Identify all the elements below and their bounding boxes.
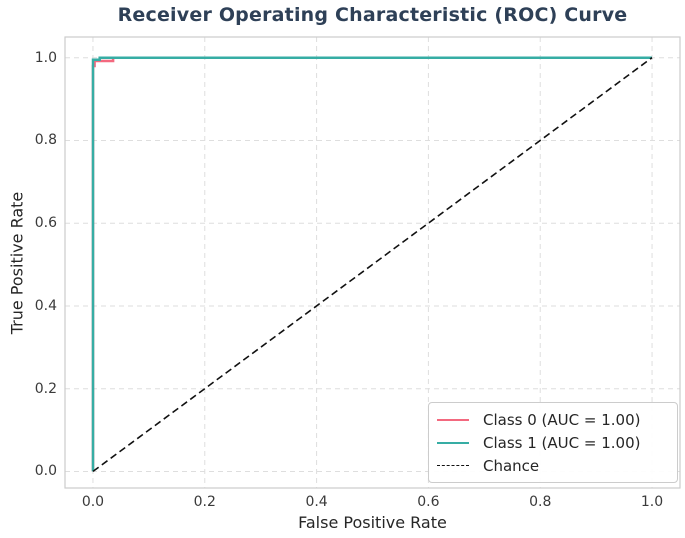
chart-title: Receiver Operating Characteristic (ROC) …: [117, 4, 628, 26]
x-tick-label-0: 0.0: [81, 494, 105, 510]
legend-row-chance: Chance: [437, 457, 667, 475]
y-axis-label: True Positive Rate: [7, 191, 27, 335]
y-tick-label-4: 0.8: [34, 132, 57, 149]
legend-line-sample-class-0-icon: [437, 418, 469, 421]
x-tick-label-4: 0.8: [529, 494, 552, 510]
y-tick-label-2: 0.4: [34, 297, 57, 314]
y-tick-label-0: 0.0: [34, 463, 57, 480]
x-tick-label-5: 1.0: [640, 494, 664, 510]
x-tick-label-3: 0.6: [417, 494, 440, 510]
legend-row-class-0: Class 0 (AUC = 1.00): [437, 411, 667, 429]
legend-label-class-1: Class 1 (AUC = 1.00): [483, 433, 641, 452]
axes-spines: [64, 36, 681, 489]
series-line-2: [92, 57, 653, 473]
x-tick-label-1: 0.2: [193, 494, 216, 510]
legend: Class 0 (AUC = 1.00) Class 1 (AUC = 1.00…: [428, 402, 678, 483]
y-tick-label-1: 0.2: [34, 380, 57, 397]
y-tick-label-3: 0.6: [34, 215, 57, 232]
x-tick-label-2: 0.4: [305, 494, 328, 510]
x-axis-label: False Positive Rate: [298, 513, 447, 532]
y-tick-label-5: 1.0: [34, 49, 57, 66]
series-line-1: [91, 56, 652, 472]
legend-label-chance: Chance: [483, 456, 540, 475]
legend-line-sample-chance-icon: [437, 465, 469, 466]
legend-row-class-1: Class 1 (AUC = 1.00): [437, 434, 667, 452]
legend-label-class-0: Class 0 (AUC = 1.00): [483, 410, 641, 429]
legend-line-sample-class-1-icon: [437, 441, 469, 444]
